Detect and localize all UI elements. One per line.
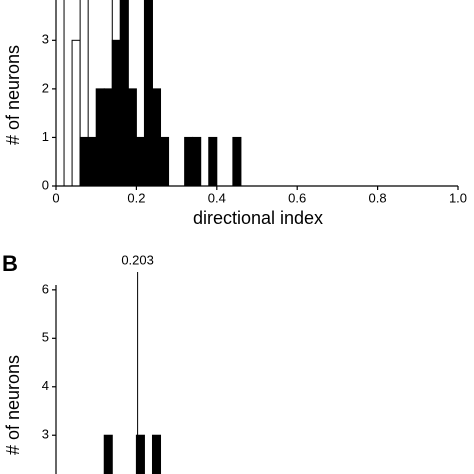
x-axis-label: directional index	[193, 208, 323, 228]
x-tick-label: 0.8	[369, 190, 387, 205]
x-tick-label: 0.2	[127, 190, 145, 205]
bar	[135, 136, 145, 186]
y-tick-label: 5	[42, 330, 49, 345]
x-tick-label: 0.4	[208, 190, 226, 205]
bar	[160, 136, 170, 186]
bar	[71, 39, 81, 186]
bar	[111, 39, 121, 186]
y-tick-label: 0	[42, 177, 49, 192]
y-tick-label: 4	[42, 378, 49, 393]
bar	[184, 136, 194, 186]
bar	[103, 88, 113, 186]
plot-area	[103, 434, 162, 474]
bar	[79, 0, 89, 186]
x-tick-label: 0	[52, 190, 59, 205]
bar	[79, 136, 89, 186]
y-tick-label: 6	[42, 281, 49, 296]
bar	[135, 434, 145, 474]
bar	[103, 434, 113, 474]
reference-label: 0.203	[121, 252, 154, 267]
bar	[232, 136, 242, 186]
bar	[208, 136, 218, 186]
plot-area	[55, 0, 242, 186]
bar	[151, 434, 162, 474]
y-tick-label: 2	[42, 80, 49, 95]
panel-label: B	[2, 251, 18, 276]
bar	[143, 0, 153, 186]
y-axis-label: # of neurons	[3, 355, 23, 455]
bar	[95, 88, 105, 186]
x-tick-label: 0.6	[288, 190, 306, 205]
bar	[127, 88, 137, 186]
bar	[119, 0, 129, 186]
bar	[87, 136, 97, 186]
bar	[192, 136, 202, 186]
bar	[55, 0, 65, 186]
y-axis-label: # of neurons	[3, 45, 23, 145]
x-tick-label: 1.0	[449, 190, 467, 205]
y-tick-label: 3	[42, 427, 49, 442]
y-tick-label: 1	[42, 129, 49, 144]
bar	[151, 88, 162, 186]
y-tick-label: 3	[42, 32, 49, 47]
